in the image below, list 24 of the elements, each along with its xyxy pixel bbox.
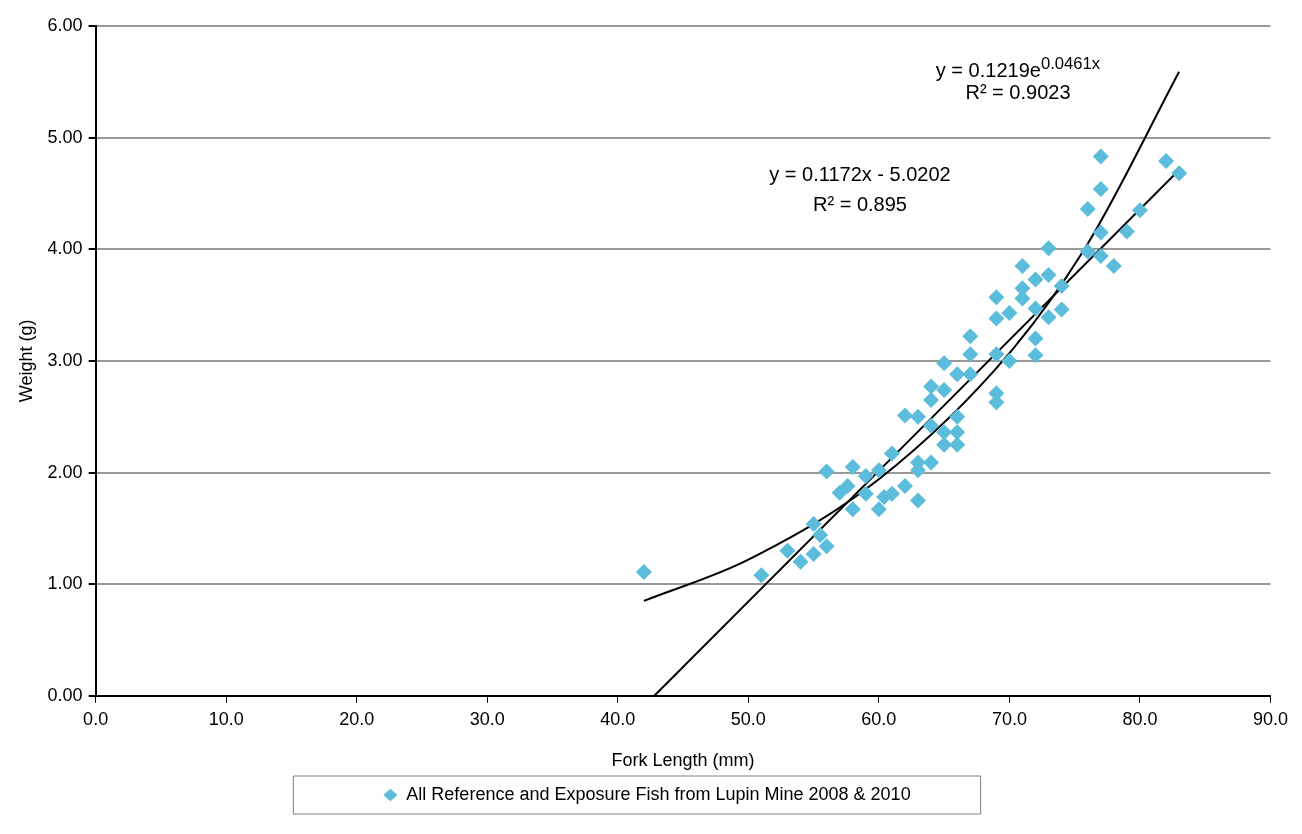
x-tick-label: 60.0	[861, 708, 897, 729]
x-tick-label: 40.0	[600, 708, 636, 729]
x-tick-label: 20.0	[339, 708, 375, 729]
x-tick-label: 70.0	[991, 708, 1027, 729]
annotation: y = 0.1172x - 5.0202	[769, 162, 951, 186]
y-tick-label: 2.00	[47, 461, 83, 482]
y-tick-label: 1.00	[47, 573, 83, 594]
x-axis-title: Fork Length (mm)	[611, 750, 755, 771]
y-tick-label: 5.00	[47, 126, 83, 147]
annotation: R² = 0.9023	[965, 80, 1071, 104]
annotation: y = 0.1219e$^{0.0461x}$	[935, 52, 1101, 82]
x-tick-label: 90.0	[1252, 708, 1289, 729]
y-tick-label: 3.00	[47, 349, 83, 370]
legend-label: All Reference and Exposure Fish from Lupin Mine 2008 & 2010	[406, 783, 911, 804]
y-tick-label: 4.00	[47, 238, 83, 259]
annotation: R² = 0.895	[813, 192, 907, 216]
y-tick-label: 0.00	[47, 684, 83, 705]
y-tick-label: 6.00	[47, 14, 83, 35]
x-tick-label: 0.0	[83, 708, 109, 729]
x-tick-label: 80.0	[1122, 708, 1158, 729]
x-tick-label: 10.0	[208, 708, 244, 729]
y-axis-title: Weight (g)	[15, 319, 36, 403]
x-tick-label: 30.0	[469, 708, 505, 729]
x-tick-label: 50.0	[730, 708, 766, 729]
